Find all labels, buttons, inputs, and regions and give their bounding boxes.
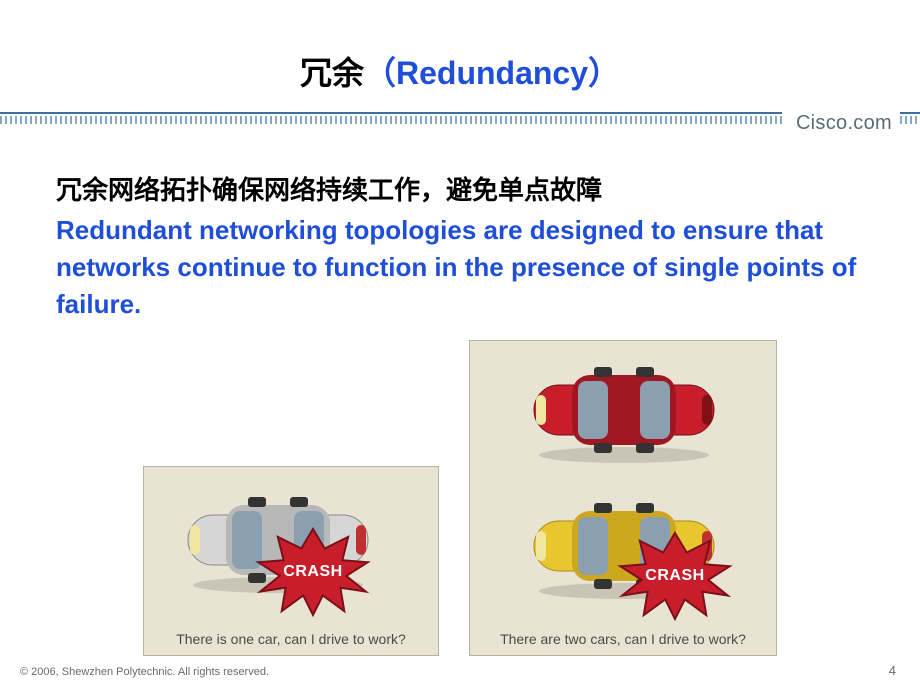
page-number: 4 bbox=[889, 663, 896, 678]
title-paren-open: （ bbox=[364, 55, 396, 91]
body-text-chinese: 冗余网络拓扑确保网络持续工作，避免单点故障 bbox=[56, 172, 864, 210]
slide: 冗余（Redundancy） Cisco.com 冗余网络拓扑确保网络持续工作，… bbox=[0, 0, 920, 690]
body-text-english: Redundant networking topologies are desi… bbox=[56, 212, 864, 323]
crash-badge-right: CRASH bbox=[616, 531, 734, 621]
images-row: CRASH There is one car, can I drive to w… bbox=[56, 340, 864, 656]
title-chinese: 冗余 bbox=[300, 55, 364, 91]
title-paren-close: ） bbox=[588, 55, 620, 91]
car-red bbox=[524, 355, 724, 470]
cisco-brand: Cisco.com bbox=[782, 112, 900, 135]
content-area: 冗余网络拓扑确保网络持续工作，避免单点故障 Redundant networki… bbox=[0, 134, 920, 656]
title-english: Redundancy bbox=[396, 55, 588, 91]
crash-badge-left: CRASH bbox=[254, 527, 372, 617]
title-area: 冗余（Redundancy） bbox=[0, 0, 920, 112]
footer-copyright: © 2006, Shewzhen Polytechnic. All rights… bbox=[20, 666, 269, 678]
caption-right: There are two cars, can I drive to work? bbox=[470, 631, 776, 647]
panel-two-cars: CRASH There are two cars, can I drive to… bbox=[469, 340, 777, 656]
crash-label-left: CRASH bbox=[283, 563, 342, 581]
panel-single-car: CRASH There is one car, can I drive to w… bbox=[143, 466, 439, 656]
caption-left: There is one car, can I drive to work? bbox=[144, 631, 438, 647]
crash-label-right: CRASH bbox=[645, 567, 704, 585]
divider-line: Cisco.com bbox=[0, 112, 920, 134]
